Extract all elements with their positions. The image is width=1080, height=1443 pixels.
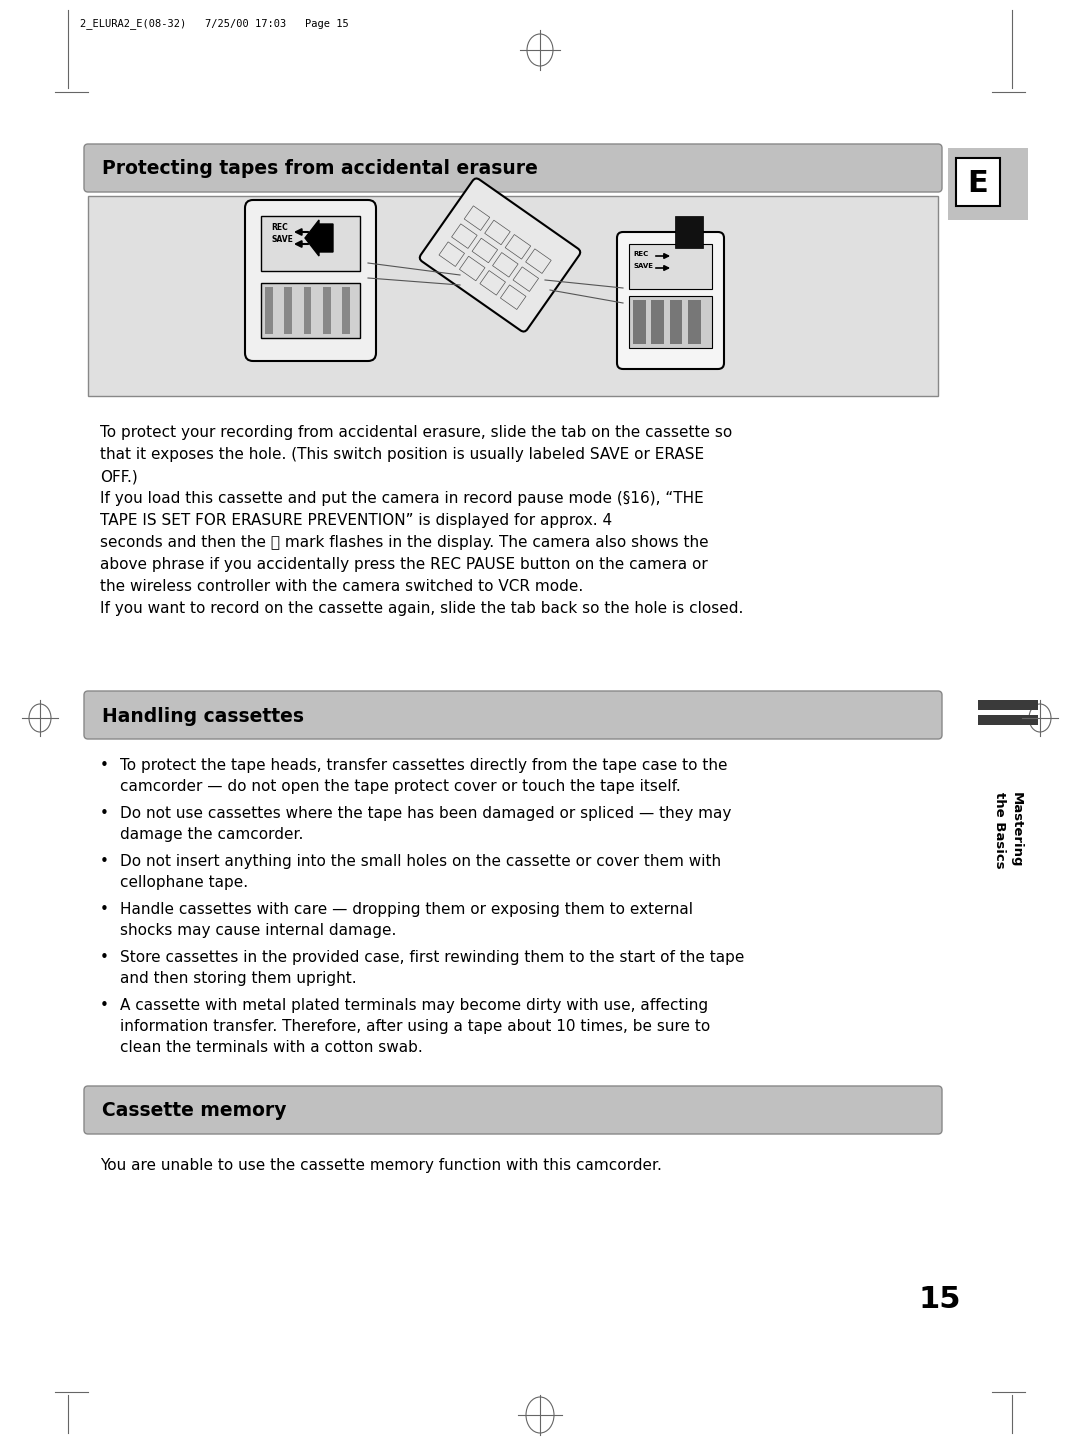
Text: that it exposes the hole. (This switch position is usually labeled SAVE or ERASE: that it exposes the hole. (This switch p… bbox=[100, 447, 704, 462]
Text: 15: 15 bbox=[919, 1286, 961, 1315]
Bar bbox=[261, 283, 360, 338]
Bar bbox=[513, 267, 539, 291]
Bar bbox=[438, 242, 464, 267]
Text: camcorder — do not open the tape protect cover or touch the tape itself.: camcorder — do not open the tape protect… bbox=[120, 779, 680, 794]
Bar bbox=[451, 224, 477, 248]
Bar bbox=[303, 287, 311, 333]
Text: 2_ELURA2_E(08-32)   7/25/00 17:03   Page 15: 2_ELURA2_E(08-32) 7/25/00 17:03 Page 15 bbox=[80, 17, 349, 29]
Bar bbox=[651, 300, 664, 343]
FancyArrow shape bbox=[305, 219, 333, 255]
Text: To protect your recording from accidental erasure, slide the tab on the cassette: To protect your recording from accidenta… bbox=[100, 426, 732, 440]
Bar bbox=[480, 271, 505, 296]
Text: E: E bbox=[968, 169, 988, 198]
Bar bbox=[87, 196, 939, 395]
Bar bbox=[323, 287, 330, 333]
Text: the wireless controller with the camera switched to VCR mode.: the wireless controller with the camera … bbox=[100, 579, 583, 595]
Text: •: • bbox=[100, 902, 109, 916]
Text: Handling cassettes: Handling cassettes bbox=[102, 707, 303, 726]
Text: Do not insert anything into the small holes on the cassette or cover them with: Do not insert anything into the small ho… bbox=[120, 854, 721, 869]
Text: A cassette with metal plated terminals may become dirty with use, affecting: A cassette with metal plated terminals m… bbox=[120, 999, 708, 1013]
Text: REC: REC bbox=[271, 224, 287, 232]
Text: REC: REC bbox=[633, 251, 648, 257]
FancyBboxPatch shape bbox=[245, 201, 376, 361]
Bar bbox=[688, 300, 701, 343]
Text: OFF.): OFF.) bbox=[100, 469, 138, 483]
Text: Protecting tapes from accidental erasure: Protecting tapes from accidental erasure bbox=[102, 160, 538, 179]
Bar bbox=[500, 284, 526, 309]
Text: clean the terminals with a cotton swab.: clean the terminals with a cotton swab. bbox=[120, 1040, 422, 1055]
Bar bbox=[629, 296, 712, 348]
Bar bbox=[265, 287, 273, 333]
Text: To protect the tape heads, transfer cassettes directly from the tape case to the: To protect the tape heads, transfer cass… bbox=[120, 758, 728, 773]
Text: shocks may cause internal damage.: shocks may cause internal damage. bbox=[120, 924, 396, 938]
Bar bbox=[978, 714, 1038, 724]
Bar bbox=[492, 253, 518, 277]
Text: Mastering
the Basics: Mastering the Basics bbox=[994, 792, 1023, 869]
Text: If you load this cassette and put the camera in record pause mode (§16), “THE: If you load this cassette and put the ca… bbox=[100, 491, 704, 506]
Bar bbox=[629, 244, 712, 289]
Text: TAPE IS SET FOR ERASURE PREVENTION” is displayed for approx. 4: TAPE IS SET FOR ERASURE PREVENTION” is d… bbox=[100, 514, 612, 528]
Bar bbox=[505, 235, 530, 260]
Text: damage the camcorder.: damage the camcorder. bbox=[120, 827, 303, 843]
Text: •: • bbox=[100, 949, 109, 965]
Bar bbox=[526, 248, 551, 273]
Text: above phrase if you accidentally press the REC PAUSE button on the camera or: above phrase if you accidentally press t… bbox=[100, 557, 707, 571]
Bar bbox=[956, 157, 1000, 206]
Bar bbox=[472, 238, 498, 263]
FancyBboxPatch shape bbox=[420, 179, 580, 332]
FancyBboxPatch shape bbox=[84, 691, 942, 739]
Text: •: • bbox=[100, 854, 109, 869]
Bar bbox=[978, 700, 1038, 710]
Text: •: • bbox=[100, 807, 109, 821]
Bar bbox=[464, 206, 489, 231]
Text: If you want to record on the cassette again, slide the tab back so the hole is c: If you want to record on the cassette ag… bbox=[100, 600, 743, 616]
Text: Do not use cassettes where the tape has been damaged or spliced — they may: Do not use cassettes where the tape has … bbox=[120, 807, 731, 821]
Text: Handle cassettes with care — dropping them or exposing them to external: Handle cassettes with care — dropping th… bbox=[120, 902, 693, 916]
Text: SAVE: SAVE bbox=[271, 235, 293, 244]
Text: cellophane tape.: cellophane tape. bbox=[120, 874, 248, 890]
Text: •: • bbox=[100, 999, 109, 1013]
Bar bbox=[261, 216, 360, 271]
Text: You are unable to use the cassette memory function with this camcorder.: You are unable to use the cassette memor… bbox=[100, 1157, 662, 1173]
FancyBboxPatch shape bbox=[84, 1087, 942, 1134]
Bar bbox=[670, 300, 683, 343]
Bar bbox=[675, 216, 703, 248]
Text: seconds and then the ⓡ mark flashes in the display. The camera also shows the: seconds and then the ⓡ mark flashes in t… bbox=[100, 535, 708, 550]
Bar bbox=[284, 287, 292, 333]
Text: information transfer. Therefore, after using a tape about 10 times, be sure to: information transfer. Therefore, after u… bbox=[120, 1019, 711, 1035]
Text: Cassette memory: Cassette memory bbox=[102, 1101, 286, 1121]
Bar bbox=[342, 287, 350, 333]
Text: Store cassettes in the provided case, first rewinding them to the start of the t: Store cassettes in the provided case, fi… bbox=[120, 949, 744, 965]
FancyBboxPatch shape bbox=[84, 144, 942, 192]
Bar bbox=[485, 221, 510, 245]
Bar bbox=[948, 149, 1028, 219]
Bar bbox=[459, 257, 485, 281]
FancyBboxPatch shape bbox=[617, 232, 724, 369]
Text: SAVE: SAVE bbox=[633, 263, 653, 268]
Bar bbox=[633, 300, 646, 343]
Text: •: • bbox=[100, 758, 109, 773]
Text: and then storing them upright.: and then storing them upright. bbox=[120, 971, 356, 986]
